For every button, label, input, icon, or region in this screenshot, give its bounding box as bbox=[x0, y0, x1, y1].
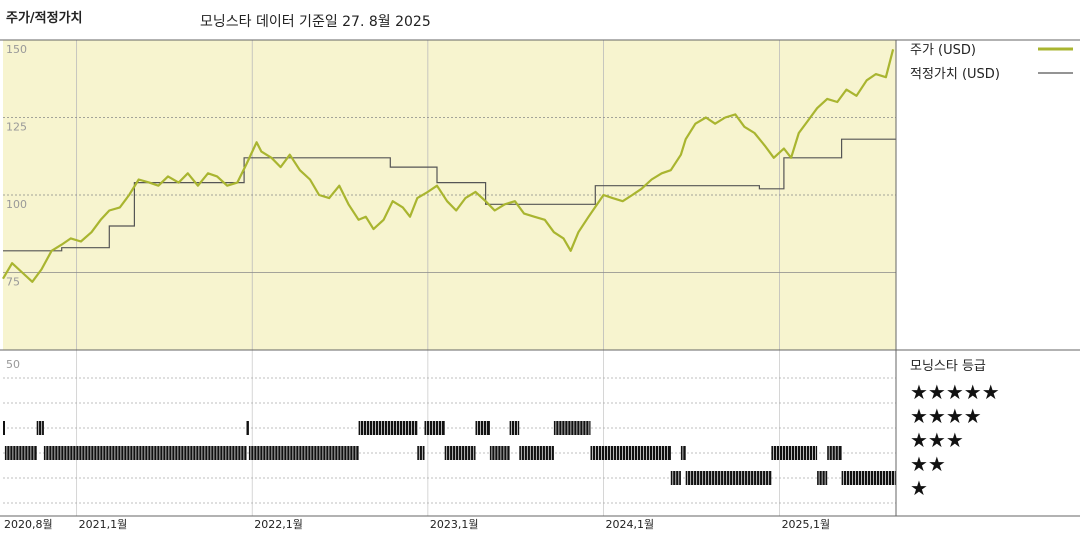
rating-legend-stars: ★ bbox=[910, 476, 928, 500]
rating-bar bbox=[553, 421, 591, 435]
price-y-tick: 75 bbox=[6, 276, 20, 289]
rating-bar bbox=[3, 421, 5, 435]
price-y-ticks: 150 125 100 75 bbox=[6, 43, 27, 289]
chart-subtitle: 모닝스타 데이터 기준일 27. 8월 2025 bbox=[200, 14, 431, 30]
legend-price-label: 주가 (USD) bbox=[910, 43, 976, 58]
price-y-tick: 150 bbox=[6, 43, 27, 56]
rating-bar bbox=[685, 471, 772, 485]
rating-legend-title: 모닝스타 등급 bbox=[910, 359, 986, 374]
rating-legend: 모닝스타 등급 ★★★★★★★★★★★★★★★ bbox=[910, 359, 1000, 500]
rating-bar bbox=[246, 421, 249, 435]
fair-value-line bbox=[3, 138, 896, 252]
rating-legend-stars: ★★★★★ bbox=[910, 380, 1000, 404]
rating-bars bbox=[3, 421, 896, 485]
price-y-tick: 125 bbox=[6, 121, 27, 134]
x-tick-label: 2020,8월 bbox=[4, 518, 53, 531]
legend-fair-value-label: 적정가치 (USD) bbox=[910, 67, 1000, 82]
x-tick-label: 2021,1월 bbox=[79, 518, 128, 531]
rating-grid bbox=[3, 350, 896, 516]
rating-bar bbox=[248, 446, 359, 460]
price-line bbox=[2, 49, 895, 283]
x-axis: 2020,8월 2021,1월 2022,1월 2023,1월 2024,1월 2025,… bbox=[4, 518, 830, 531]
rating-legend-stars: ★★★★ bbox=[910, 404, 982, 428]
legend: 주가 (USD) 적정가치 (USD) bbox=[910, 43, 1073, 82]
x-tick-label: 2024,1월 bbox=[605, 518, 654, 531]
rating-bar bbox=[36, 421, 44, 435]
rating-bar bbox=[417, 446, 425, 460]
chart-title: 주가/적정가치 bbox=[6, 10, 83, 26]
rating-y-tick: 50 bbox=[6, 358, 20, 371]
rating-legend-stars: ★★ bbox=[910, 452, 946, 476]
x-tick-label: 2025,1월 bbox=[782, 518, 831, 531]
price-y-tick: 100 bbox=[6, 198, 27, 211]
x-tick-label: 2023,1월 bbox=[430, 518, 479, 531]
rating-legend-stars: ★★★ bbox=[910, 428, 964, 452]
rating-panel: 50 bbox=[3, 350, 896, 516]
x-tick-label: 2022,1월 bbox=[254, 518, 303, 531]
price-panel: 150 125 100 75 bbox=[2, 39, 896, 350]
rating-bar bbox=[680, 446, 686, 460]
